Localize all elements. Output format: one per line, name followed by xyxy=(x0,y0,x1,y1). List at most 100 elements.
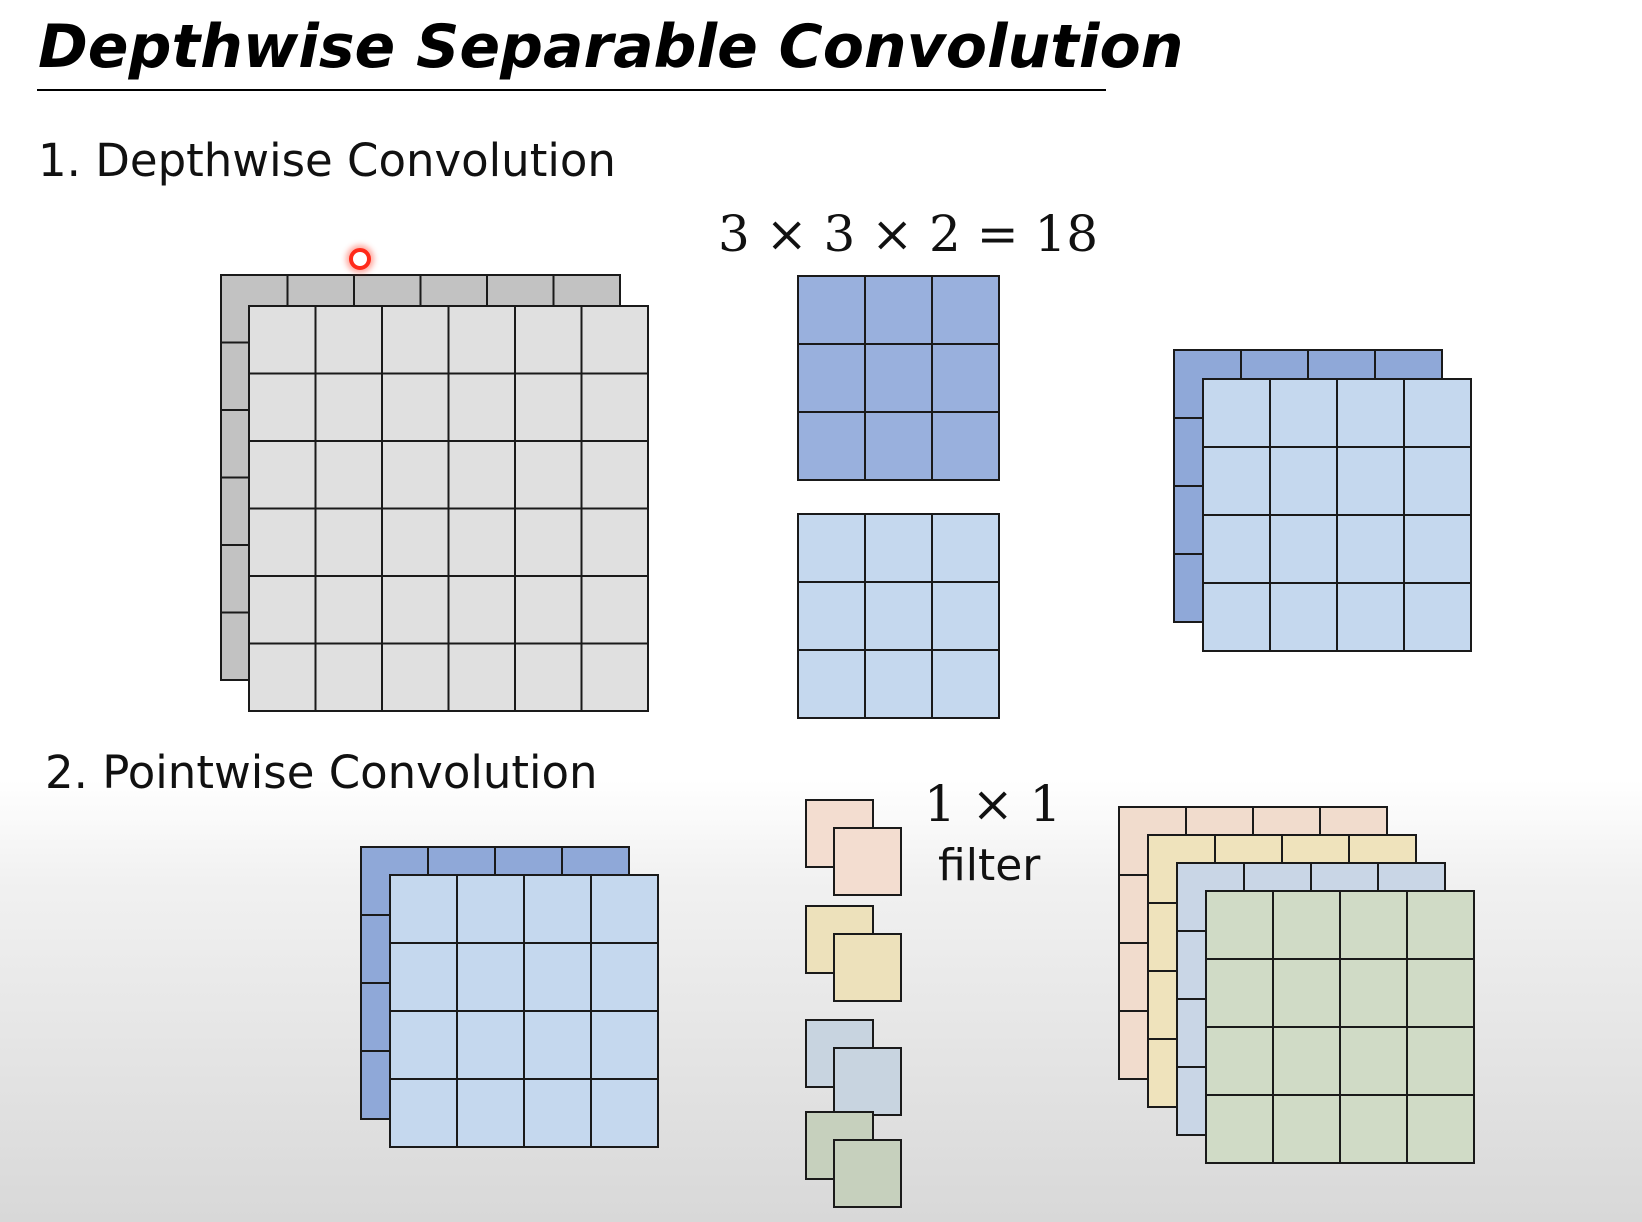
grid-cell xyxy=(314,642,383,712)
grid-cell xyxy=(523,1078,592,1148)
pointwise-output-feature-map xyxy=(1118,806,1475,1164)
grid-cell xyxy=(931,649,1000,719)
grid-cell xyxy=(381,575,450,645)
grid-cell xyxy=(447,642,516,712)
grid-cell xyxy=(523,874,592,944)
grid-cell xyxy=(1272,1026,1341,1096)
grid-cell xyxy=(314,305,383,375)
depthwise-equation: 3 × 3 × 2 = 18 xyxy=(718,205,1099,263)
grid-cell xyxy=(1205,890,1274,960)
grid-cell xyxy=(523,942,592,1012)
grid-cell xyxy=(931,581,1000,651)
grid-cell xyxy=(1403,378,1472,448)
pointwise-filter-size: 1 × 1 xyxy=(924,775,1062,833)
filter-2-front xyxy=(833,933,902,1002)
grid-cell xyxy=(580,507,649,577)
grid-cell xyxy=(864,513,933,583)
grid-cell xyxy=(590,1010,659,1080)
grid-cell xyxy=(381,440,450,510)
grid-cell xyxy=(248,507,317,577)
grid-cell xyxy=(833,827,902,896)
grid-cell xyxy=(1202,514,1271,584)
grid-cell xyxy=(447,305,516,375)
grid-cell xyxy=(1205,958,1274,1028)
grid-cell xyxy=(580,305,649,375)
grid-cell xyxy=(1339,958,1408,1028)
section-depthwise-heading: 1. Depthwise Convolution xyxy=(38,134,616,187)
grid-cell xyxy=(590,874,659,944)
grid-cell xyxy=(931,343,1000,413)
grid-cell xyxy=(447,372,516,442)
grid-cell xyxy=(590,1078,659,1148)
pw-output-channel-4 xyxy=(1205,890,1475,1164)
grid-cell xyxy=(580,440,649,510)
grid-cell xyxy=(381,305,450,375)
pointwise-input-feature-map xyxy=(360,846,659,1148)
kernel-channel-2 xyxy=(797,513,1000,719)
grid-cell xyxy=(1403,514,1472,584)
grid-cell xyxy=(864,581,933,651)
grid-cell xyxy=(389,874,458,944)
grid-cell xyxy=(833,933,902,1002)
pointer-cursor-icon xyxy=(349,248,371,270)
grid-cell xyxy=(248,440,317,510)
grid-cell xyxy=(590,942,659,1012)
grid-cell xyxy=(1339,1026,1408,1096)
grid-cell xyxy=(1269,514,1338,584)
grid-cell xyxy=(1339,1094,1408,1164)
filter-3-front xyxy=(833,1047,902,1116)
grid-cell xyxy=(248,642,317,712)
depthwise-input-feature-map xyxy=(220,274,649,712)
output-channel-front xyxy=(1202,378,1472,652)
grid-cell xyxy=(833,1139,902,1208)
grid-cell xyxy=(1339,890,1408,960)
grid-cell xyxy=(580,372,649,442)
grid-cell xyxy=(456,1010,525,1080)
grid-cell xyxy=(456,1078,525,1148)
grid-cell xyxy=(381,372,450,442)
filter-1-front xyxy=(833,827,902,896)
kernel-channel-1 xyxy=(797,275,1000,481)
grid-cell xyxy=(514,305,583,375)
grid-cell xyxy=(1205,1094,1274,1164)
grid-cell xyxy=(514,507,583,577)
grid-cell xyxy=(1272,890,1341,960)
grid-cell xyxy=(1202,582,1271,652)
grid-cell xyxy=(1406,1094,1475,1164)
title-underline xyxy=(37,89,1106,91)
grid-cell xyxy=(1406,958,1475,1028)
grid-cell xyxy=(514,440,583,510)
input-channel-front xyxy=(248,305,649,712)
grid-cell xyxy=(447,575,516,645)
grid-cell xyxy=(931,275,1000,345)
grid-cell xyxy=(1406,890,1475,960)
grid-cell xyxy=(248,372,317,442)
grid-cell xyxy=(314,507,383,577)
grid-cell xyxy=(1269,446,1338,516)
grid-cell xyxy=(1403,582,1472,652)
grid-cell xyxy=(833,1047,902,1116)
grid-cell xyxy=(447,440,516,510)
section-pointwise-heading: 2. Pointwise Convolution xyxy=(45,746,598,799)
depthwise-kernels xyxy=(797,275,1000,719)
grid-cell xyxy=(1406,1026,1475,1096)
grid-cell xyxy=(1403,446,1472,516)
grid-cell xyxy=(580,642,649,712)
grid-cell xyxy=(864,649,933,719)
grid-cell xyxy=(314,440,383,510)
grid-cell xyxy=(389,1010,458,1080)
grid-cell xyxy=(514,575,583,645)
grid-cell xyxy=(248,575,317,645)
grid-cell xyxy=(1336,378,1405,448)
grid-cell xyxy=(381,507,450,577)
grid-cell xyxy=(314,372,383,442)
grid-cell xyxy=(1336,446,1405,516)
pointwise-filters xyxy=(805,799,902,1208)
grid-cell xyxy=(1336,582,1405,652)
pointwise-filter-label: filter xyxy=(938,840,1041,891)
grid-cell xyxy=(1269,378,1338,448)
grid-cell xyxy=(797,581,866,651)
depthwise-output-feature-map xyxy=(1173,349,1472,652)
grid-cell xyxy=(314,575,383,645)
